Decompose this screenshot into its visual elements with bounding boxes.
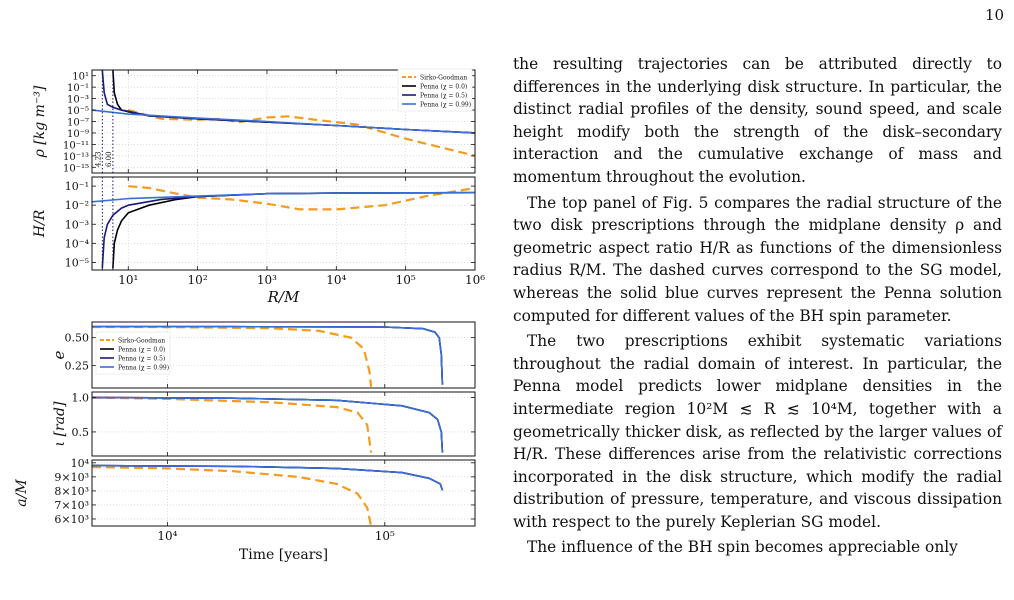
y-tick-label: 10⁻⁵ <box>67 106 89 117</box>
y-axis-label: ι [rad] <box>52 401 68 446</box>
figure-svg: 4.23 6.0010¹10⁻¹10⁻³10⁻⁵10⁻⁷10⁻⁹10⁻¹¹10⁻¹… <box>14 68 485 563</box>
legend-label: Penna (χ = 0.0) <box>420 84 467 91</box>
x-tick-label: 10³ <box>257 273 277 287</box>
isco-label: 4.23 <box>94 151 102 167</box>
x-tick-label: 10⁵ <box>396 273 416 287</box>
legend-label: Sirko-Goodman <box>420 75 467 82</box>
y-tick-label: 10⁻¹ <box>67 83 89 94</box>
y-axis-label: ρ [kg m⁻³] <box>32 85 48 158</box>
x-tick-label: 10² <box>188 273 208 287</box>
y-tick-label: 10⁻¹⁵ <box>63 163 89 174</box>
series-line-penna-0-0- <box>91 464 444 491</box>
series-line-sirko-goodman <box>91 396 373 453</box>
axes-frame <box>91 459 476 527</box>
series-line-penna-0-99- <box>91 109 476 134</box>
series-line-penna-0-5- <box>91 396 444 453</box>
body-text: the resulting trajectories can be attrib… <box>513 53 1002 562</box>
legend-label: Penna (χ = 0.99) <box>118 365 169 372</box>
paragraph: The two prescriptions exhibit systematic… <box>513 332 1002 531</box>
y-tick-label: 8×10³ <box>54 485 89 498</box>
y-tick-label: 10⁻¹³ <box>63 152 89 163</box>
legend-label: Penna (χ = 0.0) <box>118 347 165 354</box>
x-tick-label: 10⁴ <box>157 529 177 543</box>
y-tick-label: 6×10³ <box>54 513 89 526</box>
y-tick-label: 1.0 <box>72 392 90 405</box>
x-axis-label: Time [years] <box>239 547 328 563</box>
paragraph: The influence of the BH spin becomes app… <box>527 538 958 557</box>
x-tick-label: 10⁶ <box>465 273 485 287</box>
isco-label: 6.00 <box>105 151 113 167</box>
y-tick-label: 0.50 <box>65 332 90 345</box>
series-line-penna-0-0- <box>91 396 444 453</box>
y-tick-label: 10⁻⁵ <box>65 256 89 269</box>
series-line-penna-0-99- <box>91 464 444 491</box>
y-tick-label: 0.25 <box>65 360 90 373</box>
page-number: 10 <box>985 6 1005 24</box>
series-line-penna-0-99- <box>91 396 444 453</box>
series-line-sirko-goodman <box>128 109 476 157</box>
legend-label: Penna (χ = 0.5) <box>420 93 467 100</box>
y-axis-label: e <box>50 350 68 359</box>
y-tick-label: 10⁻³ <box>65 218 89 231</box>
y-tick-label: 10⁻⁴ <box>65 237 90 250</box>
x-tick-label: 10¹ <box>118 273 138 287</box>
y-tick-label: 10¹ <box>72 72 89 83</box>
series-line-penna-0-5- <box>91 464 444 491</box>
y-tick-label: 10⁴ <box>71 457 90 470</box>
axes-frame <box>91 391 476 457</box>
legend-label: Penna (χ = 0.99) <box>420 102 471 109</box>
y-tick-label: 9×10³ <box>54 471 89 484</box>
series-line-penna-0-0- <box>112 191 476 269</box>
legend-label: Sirko-Goodman <box>118 338 165 345</box>
y-tick-label: 10⁻⁷ <box>67 118 89 129</box>
y-tick-label: 10⁻² <box>65 199 89 212</box>
y-axis-label: H/R <box>32 209 48 238</box>
x-axis-label: R/M <box>267 288 300 306</box>
y-tick-label: 10⁻¹¹ <box>63 140 89 151</box>
series-line-sirko-goodman <box>91 465 373 527</box>
axes-frame <box>91 321 476 389</box>
y-tick-label: 10⁻⁹ <box>67 129 89 140</box>
series-line-sirko-goodman <box>128 185 476 211</box>
y-tick-label: 10⁻¹ <box>65 180 89 193</box>
series-line-penna-0-99- <box>92 325 444 385</box>
y-axis-label: a/M <box>14 479 30 507</box>
y-tick-label: 7×10³ <box>54 499 89 512</box>
series-line-penna-0-99- <box>91 191 476 203</box>
y-tick-label: 10⁻³ <box>67 95 89 106</box>
figure-5: 4.23 6.00 10¹ 10⁻¹ 10⁻³ 10⁻⁵ 10⁻⁷ 10⁻⁹ 10⁻¹¹ 10⁻¹… <box>0 60 495 600</box>
x-tick-label: 10⁵ <box>375 529 395 543</box>
paragraph: The top panel of Fig. 5 compares the rad… <box>513 193 1002 325</box>
y-tick-label: 0.5 <box>72 426 90 439</box>
paragraph: the resulting trajectories can be attrib… <box>513 55 1002 186</box>
x-tick-label: 10⁴ <box>326 273 346 287</box>
axes-frame <box>91 176 476 271</box>
legend-label: Penna (χ = 0.5) <box>118 356 165 363</box>
